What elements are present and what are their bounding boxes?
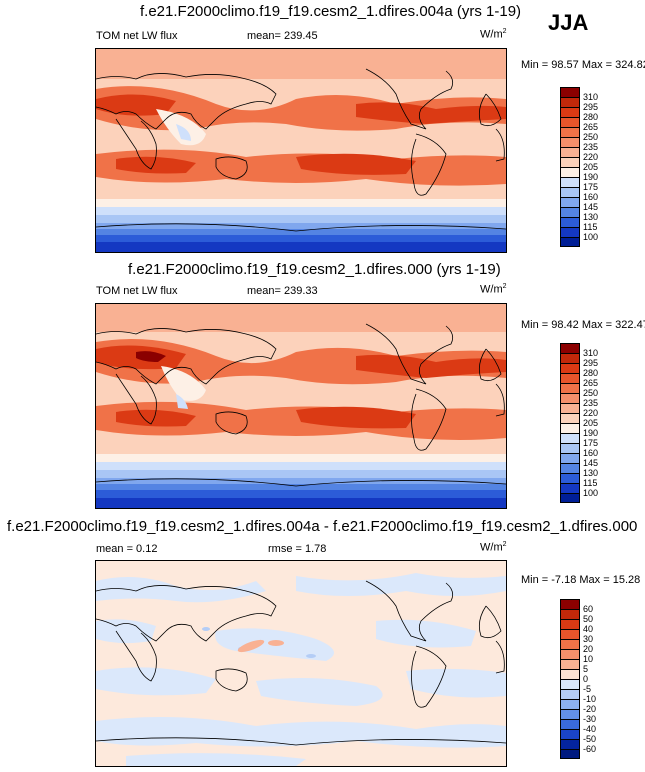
colorbar-tick: 100: [583, 232, 599, 242]
panel-2-colorbar: [560, 343, 580, 503]
colorbar-tick: -20: [583, 704, 597, 714]
panel-2-title: f.e21.F2000climo.f19_f19.cesm2_1.dfires.…: [128, 261, 501, 278]
colorbar-tick: 295: [583, 102, 599, 112]
colorbar-tick: 10: [583, 654, 594, 664]
coastlines: [96, 323, 506, 487]
panel-1-mean-label: mean= 239.45: [247, 30, 318, 42]
colorbar-tick: 310: [583, 348, 599, 358]
panel-2-minmax: Min = 98.42 Max = 322.47: [521, 319, 645, 331]
colorbar-tick: 235: [583, 142, 599, 152]
panel-2-map: [95, 303, 507, 509]
colorbar-tick: -30: [583, 714, 597, 724]
colorbar-tick: 160: [583, 192, 599, 202]
colorbar-tick: 295: [583, 358, 599, 368]
colorbar-tick: 145: [583, 458, 599, 468]
panel-1-variable-label: TOM net LW flux: [96, 30, 178, 42]
colorbar-tick: 235: [583, 398, 599, 408]
colorbar-tick: 205: [583, 162, 599, 172]
colorbar-tick: 280: [583, 368, 599, 378]
panel-2-mean-label: mean= 239.33: [247, 285, 318, 297]
panel-1-title: f.e21.F2000climo.f19_f19.cesm2_1.dfires.…: [140, 3, 522, 20]
colorbar-tick: 130: [583, 212, 599, 222]
colorbar-tick: -50: [583, 734, 597, 744]
panel-3-mean-label: mean = 0.12: [96, 543, 158, 555]
colorbar-tick: 175: [583, 182, 599, 192]
colorbar-tick: 100: [583, 488, 599, 498]
colorbar-tick: 190: [583, 428, 599, 438]
colorbar-tick: 160: [583, 448, 599, 458]
colorbar-tick: 280: [583, 112, 599, 122]
field-contours-positive: [237, 639, 284, 653]
colorbar-tick: 250: [583, 132, 599, 142]
colorbar-tick: 250: [583, 388, 599, 398]
colorbar-tick: 190: [583, 172, 599, 182]
colorbar-tick: 310: [583, 92, 599, 102]
panel-1-minmax: Min = 98.57 Max = 324.82: [521, 59, 645, 71]
panel-3-units: W/m2: [480, 541, 507, 554]
colorbar-tick: 220: [583, 408, 599, 418]
colorbar-tick: 20: [583, 644, 594, 654]
colorbar-tick: 220: [583, 152, 599, 162]
coastlines: [96, 68, 506, 232]
colorbar-tick: 5: [583, 664, 589, 674]
panel-3-rmse-label: rmse = 1.78: [268, 543, 327, 555]
colorbar-tick: 205: [583, 418, 599, 428]
colorbar-tick: 50: [583, 614, 594, 624]
colorbar-tick: -60: [583, 744, 597, 754]
panel-3-minmax: Min = -7.18 Max = 15.28: [521, 574, 641, 586]
colorbar-tick: 40: [583, 624, 594, 634]
field-contours: [96, 49, 506, 252]
panel-3-title: f.e21.F2000climo.f19_f19.cesm2_1.dfires.…: [7, 518, 638, 535]
colorbar-tick: 265: [583, 122, 599, 132]
colorbar-tick: 115: [583, 478, 598, 488]
panel-3-map: [95, 560, 507, 767]
coastlines: [96, 580, 506, 746]
colorbar-tick: 30: [583, 634, 594, 644]
panel-1-colorbar: [560, 87, 580, 247]
colorbar-tick: 60: [583, 604, 594, 614]
season-label: JJA: [548, 10, 589, 35]
colorbar-tick: 0: [583, 674, 589, 684]
colorbar-tick: -10: [583, 694, 597, 704]
panel-2-variable-label: TOM net LW flux: [96, 285, 178, 297]
panel-1-map: [95, 48, 507, 253]
field-contours: [96, 573, 506, 766]
panel-2-units: W/m2: [480, 283, 507, 296]
colorbar-tick: 115: [583, 222, 598, 232]
panel-1-units: W/m2: [480, 28, 507, 41]
colorbar-tick: -5: [583, 684, 592, 694]
colorbar-tick: -40: [583, 724, 597, 734]
colorbar-tick: 130: [583, 468, 599, 478]
field-contours: [96, 304, 506, 508]
colorbar-tick: 265: [583, 378, 599, 388]
colorbar-tick: 145: [583, 202, 599, 212]
panel-3-colorbar: [560, 599, 580, 759]
colorbar-tick: 175: [583, 438, 599, 448]
